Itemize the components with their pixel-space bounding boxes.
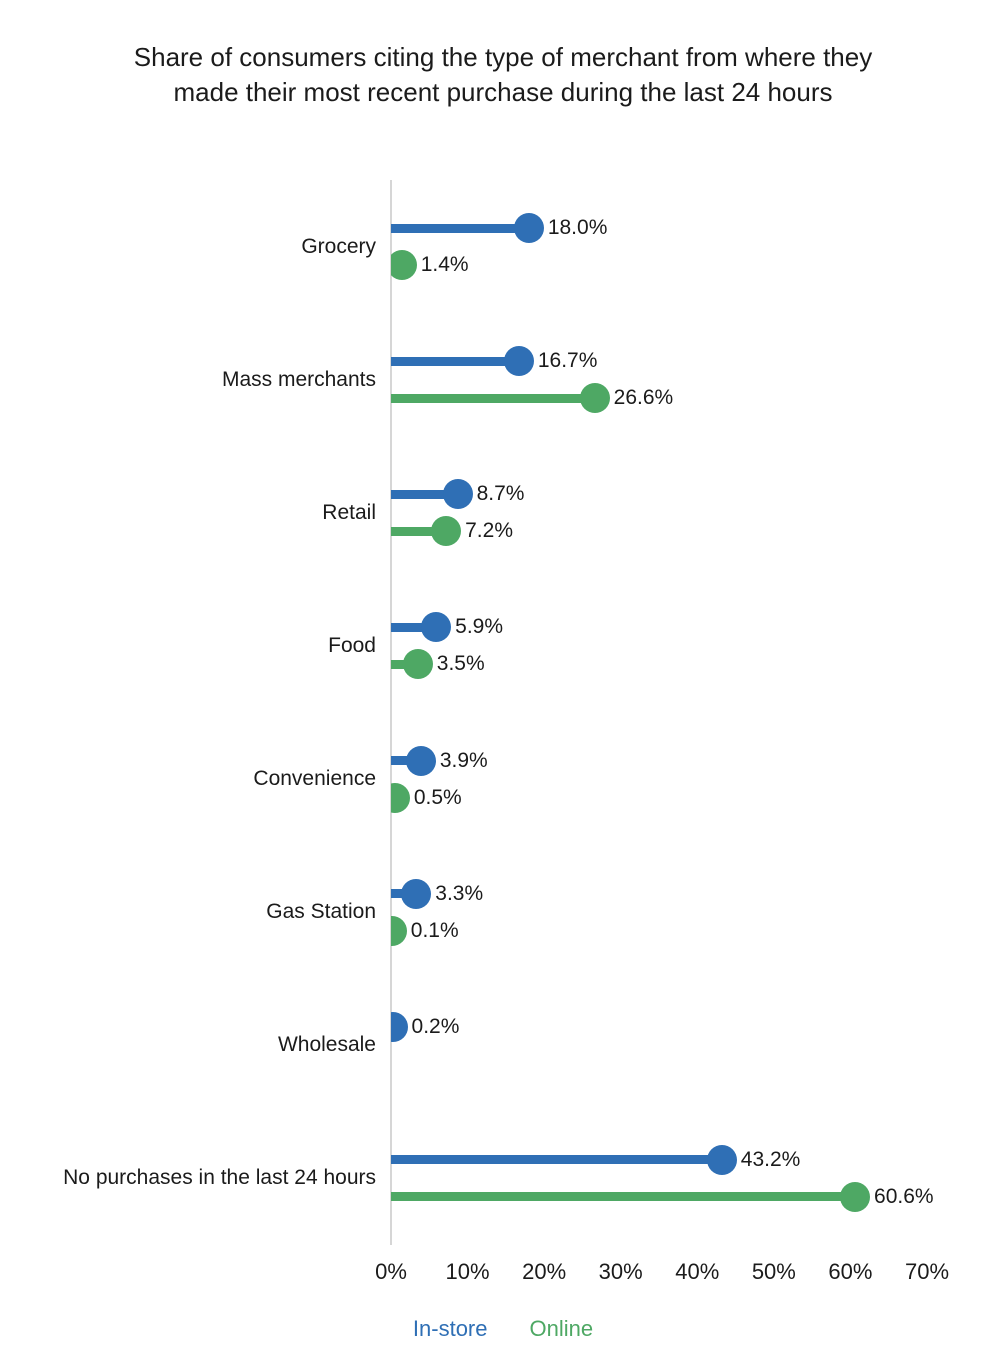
lollipop-stick — [391, 489, 458, 499]
lollipop-dot — [391, 915, 407, 946]
lollipop-stick — [391, 356, 519, 366]
value-label: 43.2% — [740, 1147, 801, 1171]
lollipop-dot — [513, 213, 544, 244]
lollipop-dot — [391, 782, 410, 813]
lollipop-dot — [579, 383, 610, 414]
value-label: 0.5% — [413, 785, 462, 809]
value-label: 60.6% — [874, 1184, 934, 1208]
value-label: 3.3% — [435, 881, 484, 905]
legend: In-store Online — [0, 1316, 1006, 1342]
x-tick-label: 50% — [751, 1259, 796, 1284]
y-axis-line — [390, 180, 392, 1245]
lollipop-stick — [391, 393, 595, 403]
value-label: 18.0% — [547, 216, 608, 240]
legend-item-online: Online — [529, 1316, 594, 1341]
category-label: Retail — [322, 500, 376, 524]
value-label: 16.7% — [537, 349, 598, 373]
x-tick-label: 10% — [445, 1259, 490, 1284]
x-tick-label: 20% — [522, 1259, 567, 1284]
value-label: 5.9% — [455, 615, 504, 639]
lollipop-dot — [840, 1181, 871, 1212]
lollipop-dot — [402, 649, 433, 680]
lollipop-dot — [431, 516, 462, 547]
lollipop-stick — [391, 526, 447, 536]
category-label: Mass merchants — [221, 367, 376, 391]
lollipop-dot — [405, 745, 436, 776]
chart-title: Share of consumers citing the type of me… — [133, 42, 873, 107]
plot-area: 18.0% 1.4% 16.7% 26.6% 8.7% 7.2% 5.9% 3.5% 3.9% 0… — [391, 0, 1006, 1366]
x-tick-label: 30% — [598, 1259, 643, 1284]
category-label: Convenience — [253, 767, 376, 791]
x-tick-label: 70% — [904, 1259, 950, 1284]
x-tick-label: 40% — [675, 1259, 720, 1284]
category-label: Gas Station — [266, 900, 376, 924]
lollipop-dot — [706, 1144, 737, 1175]
value-label: 26.6% — [613, 386, 674, 410]
legend-item-in-store: In-store — [412, 1316, 488, 1341]
value-label: 8.7% — [476, 482, 525, 506]
category-label: Grocery — [301, 234, 376, 258]
category-label: No purchases in the last 24 hours — [63, 1166, 376, 1190]
category-label: Food — [328, 633, 376, 657]
value-label: 1.4% — [420, 253, 469, 277]
value-label: 0.1% — [410, 918, 459, 942]
x-tick-label: 60% — [828, 1259, 873, 1284]
lollipop-dot — [503, 346, 534, 377]
lollipop-stick — [391, 1192, 856, 1202]
category-label: Wholesale — [277, 1033, 376, 1057]
lollipop-dot — [421, 612, 452, 643]
value-label: 7.2% — [465, 519, 513, 543]
lollipop-dot — [442, 479, 473, 510]
lollipop-dot — [391, 1011, 408, 1042]
x-tick-label: 0% — [375, 1259, 407, 1284]
value-label: 3.5% — [436, 652, 485, 676]
value-label: 3.9% — [439, 748, 488, 772]
lollipop-dot — [401, 878, 432, 909]
lollipop-stick — [391, 223, 529, 233]
value-label: 0.2% — [411, 1014, 460, 1038]
lollipop-stick — [391, 622, 437, 632]
lollipop-stick — [391, 1155, 722, 1165]
lollipop-dot — [391, 250, 417, 281]
